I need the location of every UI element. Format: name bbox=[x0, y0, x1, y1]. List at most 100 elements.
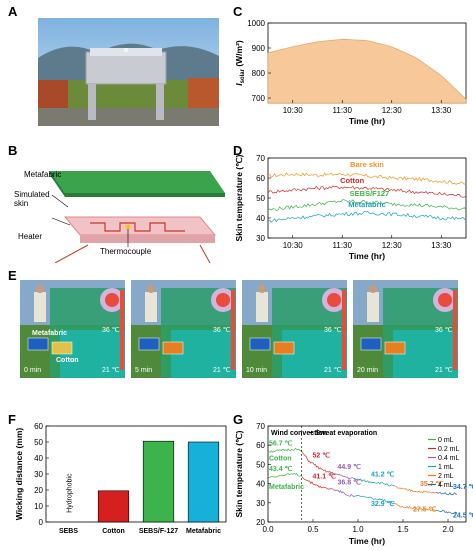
label-thermocouple: Thermocouple bbox=[100, 247, 152, 256]
thermal-frame-3: 36 ℃ 21 ℃ 20 min bbox=[353, 280, 458, 378]
tmax-label: 36 ℃ bbox=[324, 327, 342, 334]
annotation-0: 56.7 ℃ bbox=[269, 440, 293, 448]
y-tick-label: 70 bbox=[256, 422, 265, 431]
x-tick-label: SEBS/F-127 bbox=[139, 528, 178, 535]
chart-f: SEBS Cotton SEBS/F-127 Metafabric Hydrophobi… bbox=[14, 422, 227, 535]
time-label: 5 min bbox=[135, 367, 152, 374]
tmax-label: 36 ℃ bbox=[102, 327, 120, 334]
y-tick-label: 10 bbox=[34, 502, 43, 511]
annotation-12: 34.7 ℃ bbox=[453, 483, 473, 491]
y-tick-label: 40 bbox=[34, 454, 43, 463]
y-tick-label: 60 bbox=[256, 174, 265, 183]
annotation-2: 43.4 ℃ bbox=[269, 465, 293, 473]
metafabric-label: Metafabric bbox=[32, 330, 67, 337]
y-tick-label: 40 bbox=[256, 480, 265, 489]
x-tick-label: Metafabric bbox=[186, 528, 221, 535]
annotation-11: 27.5 ℃ bbox=[413, 506, 437, 514]
y-axis-label: Wicking distance (mm) bbox=[14, 428, 24, 521]
metafabric-sample bbox=[249, 337, 271, 351]
tmin-label: 21 ℃ bbox=[102, 367, 120, 374]
legend-label-0: 0 mL bbox=[438, 437, 454, 444]
person-head bbox=[36, 285, 44, 293]
series-line-1 bbox=[267, 185, 467, 198]
y-axis-label: Isolar (W/m²) bbox=[234, 40, 246, 86]
solar-area bbox=[267, 38, 467, 104]
g-line-0-1 bbox=[302, 452, 333, 474]
chart-g: Wind convection+ Sweat evaporation 56.7 ℃… bbox=[234, 422, 473, 546]
legend-label-1: 0.2 mL bbox=[438, 446, 460, 453]
annotation-4: 52 ℃ bbox=[313, 452, 331, 460]
y-tick-label: 50 bbox=[34, 438, 43, 447]
x-tick-label: 12:30 bbox=[382, 241, 403, 250]
x-tick-label: 11:30 bbox=[333, 241, 353, 250]
g-line-0-2 bbox=[330, 471, 355, 480]
x-axis-label: Time (hr) bbox=[349, 536, 385, 546]
time-label: 20 min bbox=[357, 367, 378, 374]
g-line-1-0 bbox=[267, 472, 303, 479]
metafabric-sample bbox=[27, 337, 49, 351]
time-label: 0 min bbox=[24, 367, 41, 374]
legend-label-4: 2 mL bbox=[438, 473, 454, 480]
thermal-frame-1: 36 ℃ 21 ℃ 5 min bbox=[131, 280, 236, 378]
y-tick-label: 40 bbox=[256, 214, 265, 223]
g-line-1-3 bbox=[353, 494, 396, 505]
thermal-frame-0: 36 ℃ 21 ℃ 0 min Metafabric Cotton bbox=[20, 280, 125, 378]
series-label-3: Metafabric bbox=[348, 200, 386, 209]
heater-wire bbox=[90, 222, 185, 232]
setup-photo bbox=[38, 18, 219, 126]
cotton-sample bbox=[273, 341, 295, 355]
y-axis-label: Skin temperature (℃) bbox=[234, 430, 244, 517]
thermal-frame-2: 36 ℃ 21 ℃ 10 min bbox=[242, 280, 347, 378]
y-tick-label: 30 bbox=[34, 470, 43, 479]
y-tick-label: 30 bbox=[256, 499, 265, 508]
bar-3 bbox=[187, 441, 220, 523]
g-line-0-4 bbox=[393, 485, 436, 494]
panel-label-e: E bbox=[8, 268, 17, 283]
x-tick-label: SEBS bbox=[59, 528, 78, 535]
g-line-1-4 bbox=[393, 502, 436, 512]
panel-label-g: G bbox=[233, 412, 244, 427]
y-tick-label: 50 bbox=[256, 194, 265, 203]
face-core bbox=[327, 293, 341, 307]
legend-label-3: 1 mL bbox=[438, 464, 454, 471]
g-line-0-5 bbox=[435, 491, 458, 495]
face-core bbox=[105, 293, 119, 307]
cotton-label: Cotton bbox=[56, 357, 79, 364]
annotation-9: 32.9 ℃ bbox=[371, 500, 395, 508]
panel-label-b: B bbox=[8, 143, 18, 158]
y-tick-label: 30 bbox=[256, 234, 265, 243]
x-tick-label: 10:30 bbox=[283, 241, 304, 250]
x-tick-label: 13:30 bbox=[431, 106, 452, 115]
y-tick-label: 700 bbox=[252, 94, 266, 103]
label-heater: Heater bbox=[18, 232, 43, 241]
color-scale bbox=[231, 290, 235, 370]
cotton-sample bbox=[162, 341, 184, 355]
panel-label-a: A bbox=[8, 4, 18, 19]
series-line-3 bbox=[267, 211, 467, 223]
person-head bbox=[258, 285, 266, 293]
tmin-label: 21 ℃ bbox=[435, 367, 453, 374]
person-head bbox=[147, 285, 155, 293]
chart-c: 700 800 900 1000 10:30 11:30 12:30 13:30 Time (h… bbox=[234, 19, 467, 126]
x-tick-label: 13:30 bbox=[431, 241, 452, 250]
y-tick-label: 70 bbox=[256, 154, 265, 163]
y-axis-label: Skin temperature (℃) bbox=[234, 154, 244, 241]
phase-label-sweat: + Sweat evaporation bbox=[309, 430, 377, 437]
chart-d: Bare skin Cotton SEBS/F127 Metafabric 30 40 50… bbox=[234, 154, 467, 261]
y-tick-label: 1000 bbox=[247, 19, 265, 28]
simulated-skin-layer bbox=[63, 216, 217, 236]
g-line-0-0 bbox=[267, 448, 303, 453]
y-tick-label: 20 bbox=[256, 518, 265, 527]
y-tick-label: 60 bbox=[256, 441, 265, 450]
tmin-label: 21 ℃ bbox=[213, 367, 231, 374]
person-figure bbox=[145, 292, 157, 322]
y-tick-label: 50 bbox=[256, 460, 265, 469]
time-label: 10 min bbox=[246, 367, 267, 374]
x-tick-label: 12:30 bbox=[382, 106, 403, 115]
panel-label-f: F bbox=[8, 412, 16, 427]
tmax-label: 36 ℃ bbox=[213, 327, 231, 334]
legend-label-2: 0.4 mL bbox=[438, 455, 460, 462]
series-label-2: SEBS/F127 bbox=[350, 189, 390, 198]
x-tick-label: 1.0 bbox=[352, 525, 364, 534]
legend-label-5: 4 mL bbox=[438, 482, 454, 489]
